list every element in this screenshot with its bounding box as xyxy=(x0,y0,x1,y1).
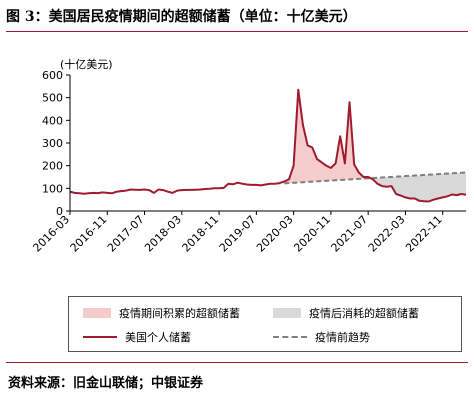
source-note: 资料来源：旧金山联储；中银证券 xyxy=(8,376,204,391)
y-tick-label: 200 xyxy=(42,160,63,173)
legend-swatch-depleted xyxy=(273,308,301,318)
x-tick-label: 2017-07 xyxy=(105,213,147,255)
x-tick-label: 2020-11 xyxy=(291,213,333,255)
axes-group: 0 100 200 300 400 500 600 2016-032016-112017-07… xyxy=(30,69,466,255)
x-tick-label: 2018-11 xyxy=(180,213,222,255)
y-tick-label: 600 xyxy=(42,69,63,82)
y-tick-label: 400 xyxy=(42,114,63,127)
trend-line xyxy=(284,171,467,185)
areas-group xyxy=(284,89,466,202)
legend-swatch-accumulated xyxy=(83,308,111,318)
legend-item-savings: 美国个人储蓄 xyxy=(83,329,191,345)
legend-item-depleted: 疫情后消耗的超额储蓄 xyxy=(273,305,419,321)
y-tick-label: 300 xyxy=(42,137,63,150)
source-rule xyxy=(6,362,468,363)
x-tick-label: 2020-03 xyxy=(254,213,296,255)
y-tick-label: 100 xyxy=(42,182,63,195)
legend-swatch-trend xyxy=(273,336,307,338)
trend-group xyxy=(284,171,467,185)
legend-label-depleted: 疫情后消耗的超额储蓄 xyxy=(309,307,419,320)
legend-item-trend: 疫情前趋势 xyxy=(273,329,370,345)
x-tick-label: 2019-07 xyxy=(217,213,259,255)
savings-line xyxy=(69,88,467,203)
x-tick-label: 2022-11 xyxy=(403,213,445,255)
area-accumulated xyxy=(284,89,369,184)
area-depleted xyxy=(372,172,466,202)
line-chart: 0 100 200 300 400 500 600 2016-032016-112017-07… xyxy=(30,69,467,255)
savings-line-group xyxy=(69,88,467,203)
x-tick-label: 2016-11 xyxy=(68,213,110,255)
legend-item-accumulated: 疫情期间积累的超额储蓄 xyxy=(83,305,240,321)
x-tick-label: 2018-03 xyxy=(142,213,184,255)
legend: 疫情期间积累的超额储蓄 疫情后消耗的超额储蓄 美国个人储蓄 疫情前趋势 xyxy=(68,296,462,352)
title-rule xyxy=(6,31,468,32)
legend-swatch-savings xyxy=(83,336,117,338)
x-tick-label: 2021-07 xyxy=(329,213,371,255)
legend-label-trend: 疫情前趋势 xyxy=(315,331,370,344)
x-tick-label: 2016-03 xyxy=(30,213,72,255)
x-tick-label: 2022-03 xyxy=(366,213,408,255)
legend-label-accumulated: 疫情期间积累的超额储蓄 xyxy=(119,307,240,320)
y-tick-label: 0 xyxy=(56,205,63,218)
figure-title: 图 3：美国居民疫情期间的超额储蓄（单位：十亿美元） xyxy=(6,9,357,25)
legend-label-savings: 美国个人储蓄 xyxy=(125,331,191,344)
y-tick-label: 500 xyxy=(42,92,63,105)
y-axis-unit-label: (十亿美元) xyxy=(60,58,113,71)
